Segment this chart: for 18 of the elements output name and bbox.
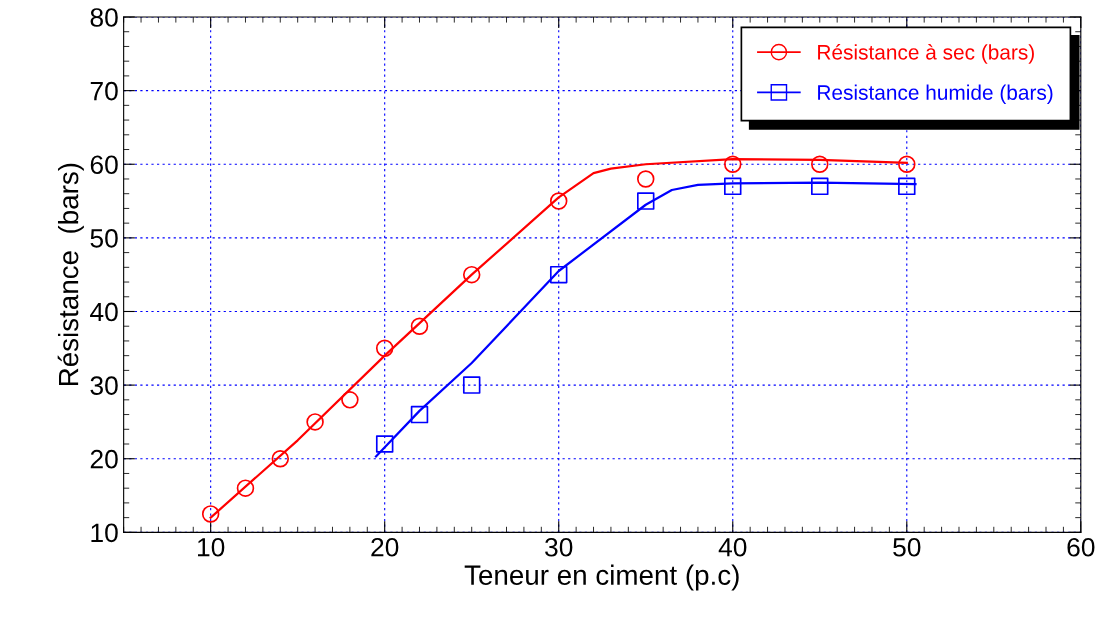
y-tick-label: 20 xyxy=(90,449,118,469)
x-tick-label: 60 xyxy=(1067,537,1095,557)
y-tick-label: 70 xyxy=(90,81,118,101)
y-tick-label: 30 xyxy=(90,376,118,395)
x-tick-label: 20 xyxy=(371,537,399,557)
y-tick-label: 60 xyxy=(90,155,118,175)
y-tick-label: 10 xyxy=(91,523,118,543)
x-tick-label: 40 xyxy=(718,537,747,557)
x-tick-label: 30 xyxy=(545,537,573,557)
y-tick-label: 50 xyxy=(90,229,118,248)
x-tick-label: 50 xyxy=(893,537,921,557)
legend-label: Résistance à sec (bars) xyxy=(818,44,1034,64)
legend-label: Resistance humide (bars) xyxy=(818,84,1053,104)
y-tick-label: 40 xyxy=(90,302,118,322)
x-axis-title: Teneur en ciment (p.c) xyxy=(464,564,739,591)
y-tick-label: 80 xyxy=(90,8,118,27)
x-tick-label: 10 xyxy=(198,537,225,557)
y-axis-title: Résistance (bars) xyxy=(57,163,84,386)
